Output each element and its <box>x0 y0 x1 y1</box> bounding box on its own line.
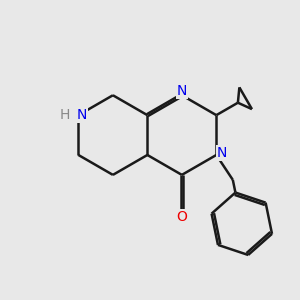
Text: H: H <box>59 108 70 122</box>
Text: N: N <box>177 84 187 98</box>
Text: N: N <box>77 108 87 122</box>
Text: N: N <box>217 146 227 160</box>
Text: O: O <box>176 210 187 224</box>
